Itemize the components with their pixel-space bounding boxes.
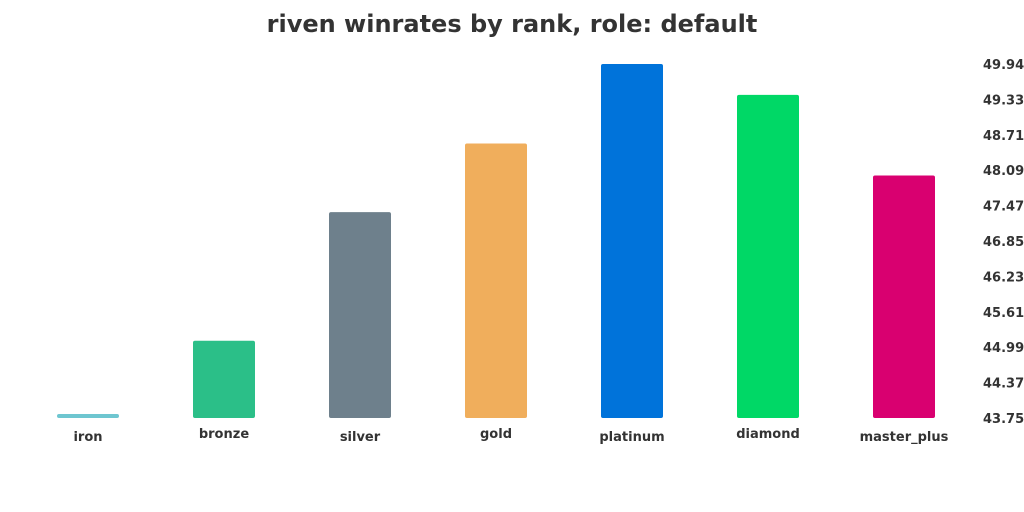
x-tick-label-bronze: bronze	[199, 427, 249, 442]
y-tick-label: 49.33	[983, 93, 1024, 108]
x-tick-label-diamond: diamond	[736, 427, 800, 442]
y-axis-labels: 49.94 49.33 48.71 48.09 47.47 46.85 46.23 45.61…	[983, 58, 1024, 427]
chart-title: riven winrates by rank, role: default	[266, 10, 758, 38]
y-tick-label: 43.75	[983, 412, 1024, 427]
y-tick-label: 44.99	[983, 341, 1024, 356]
bar-master_plus	[873, 175, 935, 418]
bar-platinum	[601, 64, 663, 418]
x-axis-labels: iron bronze silver gold platinum diamond maste…	[73, 427, 948, 445]
x-tick-label-silver: silver	[340, 430, 381, 445]
x-tick-label-master_plus: master_plus	[860, 430, 949, 445]
y-tick-label: 49.94	[983, 58, 1024, 73]
y-tick-label: 45.61	[983, 306, 1024, 321]
y-tick-label: 46.23	[983, 270, 1024, 285]
bars-group	[57, 64, 935, 418]
bar-silver	[329, 212, 391, 418]
y-tick-label: 46.85	[983, 235, 1024, 250]
bar-bronze	[193, 340, 255, 418]
bar-iron	[57, 414, 119, 418]
y-tick-label: 48.09	[983, 164, 1024, 179]
x-tick-label-platinum: platinum	[599, 430, 664, 445]
y-tick-label: 47.47	[983, 200, 1024, 215]
y-tick-label: 44.37	[983, 377, 1024, 392]
x-tick-label-iron: iron	[73, 430, 102, 445]
y-tick-label: 48.71	[983, 129, 1024, 144]
x-tick-label-gold: gold	[480, 427, 512, 442]
bar-gold	[465, 143, 527, 418]
bar-diamond	[737, 94, 799, 418]
